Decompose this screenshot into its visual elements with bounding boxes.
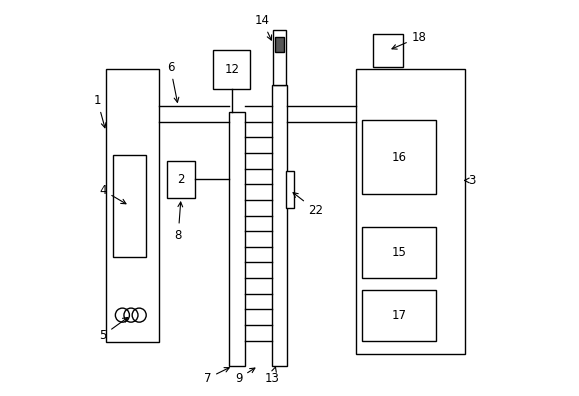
Text: 9: 9 [235,368,255,385]
Text: 16: 16 [391,150,406,164]
Text: 12: 12 [224,63,239,76]
Text: 22: 22 [293,193,324,217]
Bar [273,30,285,85]
Bar [362,227,436,278]
Bar [274,37,284,51]
Bar [272,85,287,366]
Text: 18: 18 [392,30,427,49]
Text: 4: 4 [99,184,126,204]
Text: 3: 3 [464,174,476,187]
Bar [113,155,146,257]
Text: 15: 15 [391,246,406,259]
Text: 5: 5 [99,318,128,342]
Bar [106,69,159,343]
Bar [167,161,195,198]
Text: 17: 17 [391,308,406,322]
Bar [214,50,250,89]
Bar [229,112,245,366]
Text: 6: 6 [167,61,179,102]
Bar [356,69,465,354]
Text: 7: 7 [204,367,229,385]
Bar [373,34,403,67]
Bar [362,290,436,341]
Text: 13: 13 [265,366,279,385]
Text: 8: 8 [174,202,182,242]
Bar [362,120,436,194]
Text: 14: 14 [255,14,272,40]
Text: 1: 1 [94,94,106,128]
Bar [285,171,294,208]
Text: 2: 2 [177,173,184,186]
